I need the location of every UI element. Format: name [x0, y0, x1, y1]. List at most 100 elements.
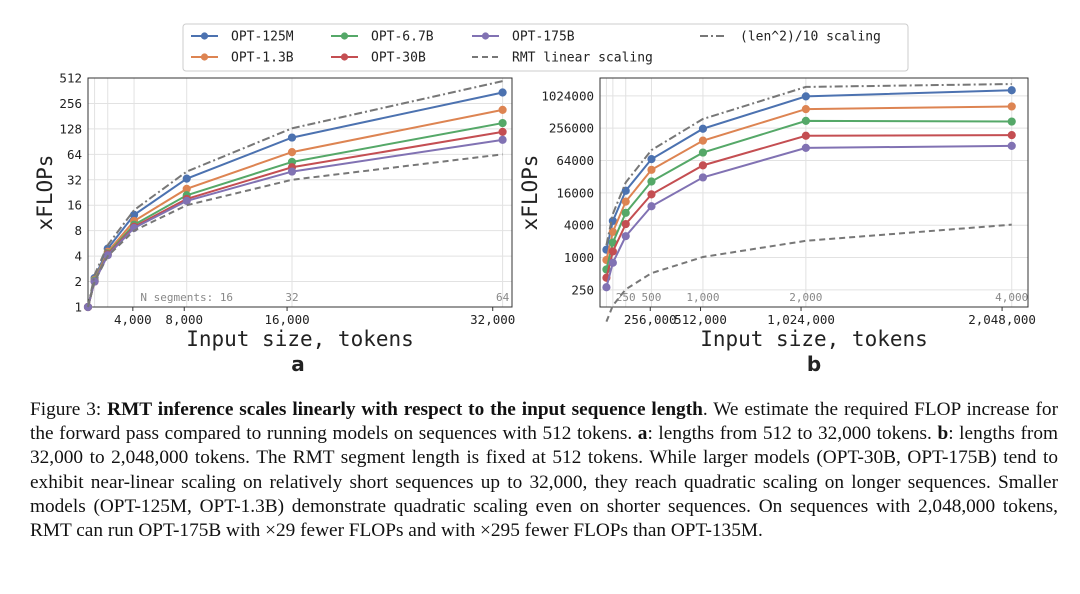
y-tick-label: 16000	[556, 185, 594, 200]
legend-marker	[481, 32, 490, 40]
segment-count-label: 250	[616, 291, 636, 304]
y-tick-label: 8	[74, 223, 82, 238]
data-point	[1007, 117, 1016, 126]
x-tick-label: 512,000	[674, 312, 727, 327]
axes-frame	[599, 77, 1029, 308]
x-axis-label: Input size, tokens	[186, 327, 414, 351]
data-point	[498, 118, 507, 128]
legend-entry: RMT linear scaling	[472, 51, 653, 66]
data-point	[647, 177, 656, 186]
panel-label: b	[807, 352, 821, 376]
x-tick-label: 1,024,000	[767, 312, 835, 327]
data-point	[1007, 102, 1016, 111]
x-axis-label: Input size, tokens	[700, 327, 928, 351]
legend-marker	[340, 32, 349, 40]
data-point	[1007, 86, 1016, 95]
legend: OPT-125M OPT-1.3B OPT-6.7B OPT-30B OPT-175B R…	[182, 23, 909, 72]
legend-label: OPT-6.7B	[371, 30, 434, 45]
y-tick-label: 4000	[564, 218, 594, 233]
y-tick-label: 32	[67, 172, 82, 187]
data-point	[801, 143, 810, 152]
panel-label: a	[291, 352, 305, 376]
data-point	[698, 124, 708, 133]
y-tick-label: 256	[59, 96, 82, 111]
data-point	[621, 219, 630, 229]
y-tick-label: 1000	[564, 250, 594, 265]
data-point	[801, 116, 810, 125]
data-point	[1007, 131, 1016, 140]
data-point	[621, 197, 630, 206]
data-point	[287, 167, 297, 176]
data-point	[608, 258, 617, 267]
series-line	[87, 80, 503, 308]
data-point	[698, 148, 708, 157]
y-axis-label: xFLOPs	[33, 155, 57, 231]
x-tick-label: 8,000	[165, 312, 203, 327]
data-point	[647, 202, 656, 211]
data-point	[498, 88, 507, 97]
figure-caption: Figure 3: RMT inference scales linearly …	[30, 398, 1058, 543]
data-point	[801, 131, 810, 140]
x-tick-label: 256,000	[624, 312, 677, 327]
data-point	[801, 105, 810, 114]
y-tick-label: 16	[67, 198, 82, 213]
legend-label: OPT-1.3B	[231, 51, 294, 66]
segment-count-label: N segments: 16	[140, 291, 233, 304]
data-point	[698, 161, 708, 170]
data-point	[182, 196, 191, 205]
data-point	[498, 127, 507, 136]
y-tick-label: 64000	[556, 153, 594, 168]
caption-title: RMT inference scales linearly with respe…	[107, 399, 703, 420]
panel-a: 1 2 4 8 16 32 64 128 256 512 4,000 8,000 16,000 32,00…	[33, 71, 515, 377]
legend-marker	[340, 53, 349, 61]
segment-count-label: 64	[496, 291, 510, 304]
y-tick-label: 2	[74, 274, 82, 289]
legend-entry: (len^2)/10 scaling	[700, 30, 881, 45]
axes-frame	[87, 77, 513, 308]
caption-figure-label: Figure 3:	[30, 399, 102, 420]
caption-a-label: a	[637, 423, 648, 445]
legend-entry: OPT-1.3B	[191, 51, 294, 66]
caption-text-2: : lengths from 512 to 32,000 tokens.	[647, 423, 938, 445]
data-point	[647, 155, 656, 164]
series-line	[87, 153, 503, 308]
caption-text-1: . We estimate the required FLOP increase…	[30, 399, 1058, 445]
caption-b-label: b	[937, 423, 949, 445]
segment-count-label: 1,000	[686, 291, 719, 304]
data-point	[602, 283, 611, 292]
y-tick-label: 250	[571, 282, 594, 297]
segment-count-label: 500	[642, 291, 662, 304]
y-tick-label: 512	[59, 71, 82, 86]
data-point	[801, 92, 810, 101]
data-point	[621, 208, 630, 217]
y-tick-label: 64	[67, 147, 82, 162]
legend-label: OPT-125M	[231, 30, 294, 45]
y-tick-label: 256000	[549, 121, 594, 136]
data-point	[698, 173, 708, 182]
legend-label: OPT-175B	[512, 30, 575, 45]
figure-3: OPT-125M OPT-1.3B OPT-6.7B OPT-30B OPT-175B R…	[33, 23, 1036, 377]
data-point	[647, 190, 656, 199]
segment-count-label: 4,000	[995, 291, 1028, 304]
y-tick-label: 1024000	[541, 88, 594, 103]
data-point	[608, 247, 617, 256]
data-point	[287, 133, 297, 142]
y-tick-label: 128	[59, 121, 82, 136]
data-point	[647, 165, 656, 174]
legend-entry: OPT-175B	[472, 30, 575, 45]
segment-count-label: 32	[285, 291, 298, 304]
panel-b: 250 1000 4000 16000 64000 256000 1024000 256,00…	[518, 77, 1036, 376]
legend-entry: OPT-6.7B	[331, 30, 434, 45]
x-tick-label: 4,000	[114, 312, 152, 327]
y-axis-label: xFLOPs	[518, 155, 542, 231]
plot-area	[88, 78, 512, 307]
legend-label: (len^2)/10 scaling	[740, 30, 881, 45]
legend-entry: OPT-30B	[331, 51, 426, 66]
x-tick-label: 32,000	[470, 312, 515, 327]
legend-frame	[182, 23, 909, 72]
data-point	[498, 105, 507, 114]
data-point	[621, 232, 630, 241]
legend-label: OPT-30B	[371, 51, 426, 66]
data-point	[698, 136, 708, 145]
x-tick-label: 16,000	[264, 312, 309, 327]
